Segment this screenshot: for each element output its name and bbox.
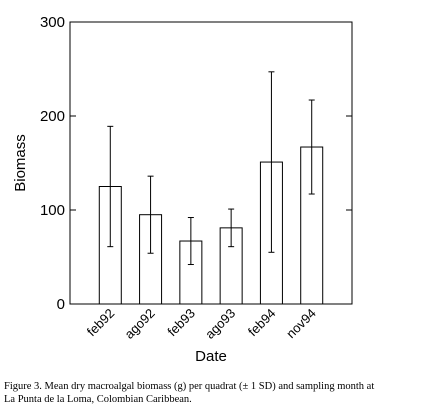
x-tick-label: ago93 bbox=[202, 306, 238, 342]
caption-line: La Punta de la Loma, Colombian Caribbean… bbox=[4, 394, 192, 405]
y-tick-label: 100 bbox=[40, 202, 65, 219]
x-tick-label: feb93 bbox=[164, 306, 198, 340]
x-axis-label: Date bbox=[195, 348, 227, 365]
plot-frame bbox=[69, 21, 353, 305]
x-tick-label: ago92 bbox=[122, 306, 158, 342]
x-tick-label: nov94 bbox=[283, 306, 319, 342]
y-tick-label: 300 bbox=[40, 14, 65, 31]
y-tick-label: 200 bbox=[40, 108, 65, 125]
y-axis-label: Biomass bbox=[12, 134, 29, 192]
caption-line: Figure 3. Mean dry macroalgal biomass (g… bbox=[4, 381, 374, 392]
x-tick-label: feb92 bbox=[84, 306, 118, 340]
y-tick-label: 0 bbox=[57, 296, 65, 313]
x-tick-label: feb94 bbox=[245, 306, 279, 340]
